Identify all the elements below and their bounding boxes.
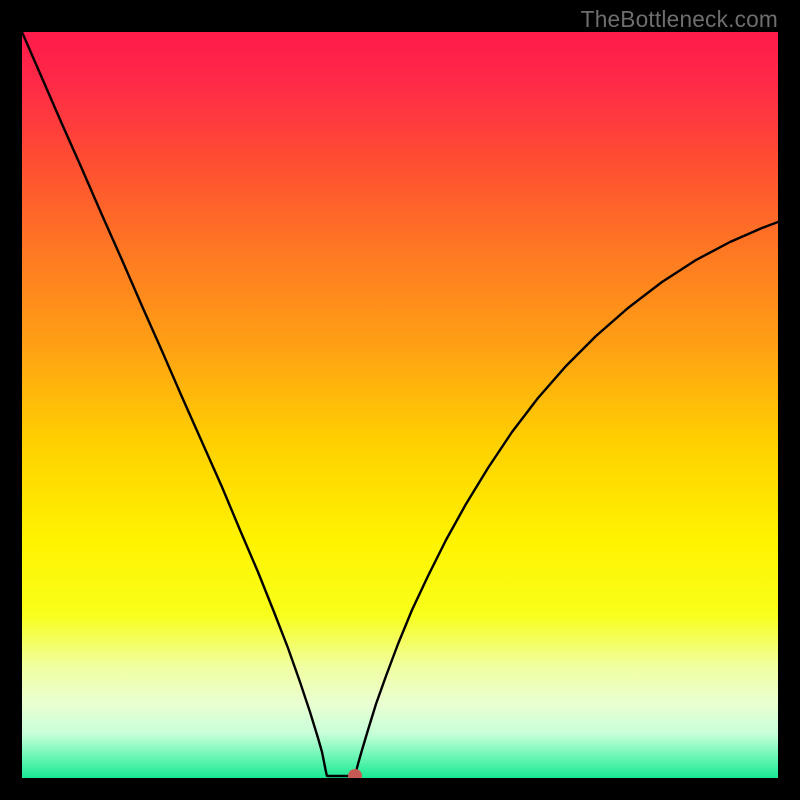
chart-frame: TheBottleneck.com: [0, 0, 800, 800]
minimum-marker: [348, 769, 362, 778]
plot-area: [22, 32, 778, 778]
watermark-text: TheBottleneck.com: [581, 6, 778, 33]
bottleneck-curve: [22, 32, 778, 778]
curve-path: [22, 32, 778, 776]
